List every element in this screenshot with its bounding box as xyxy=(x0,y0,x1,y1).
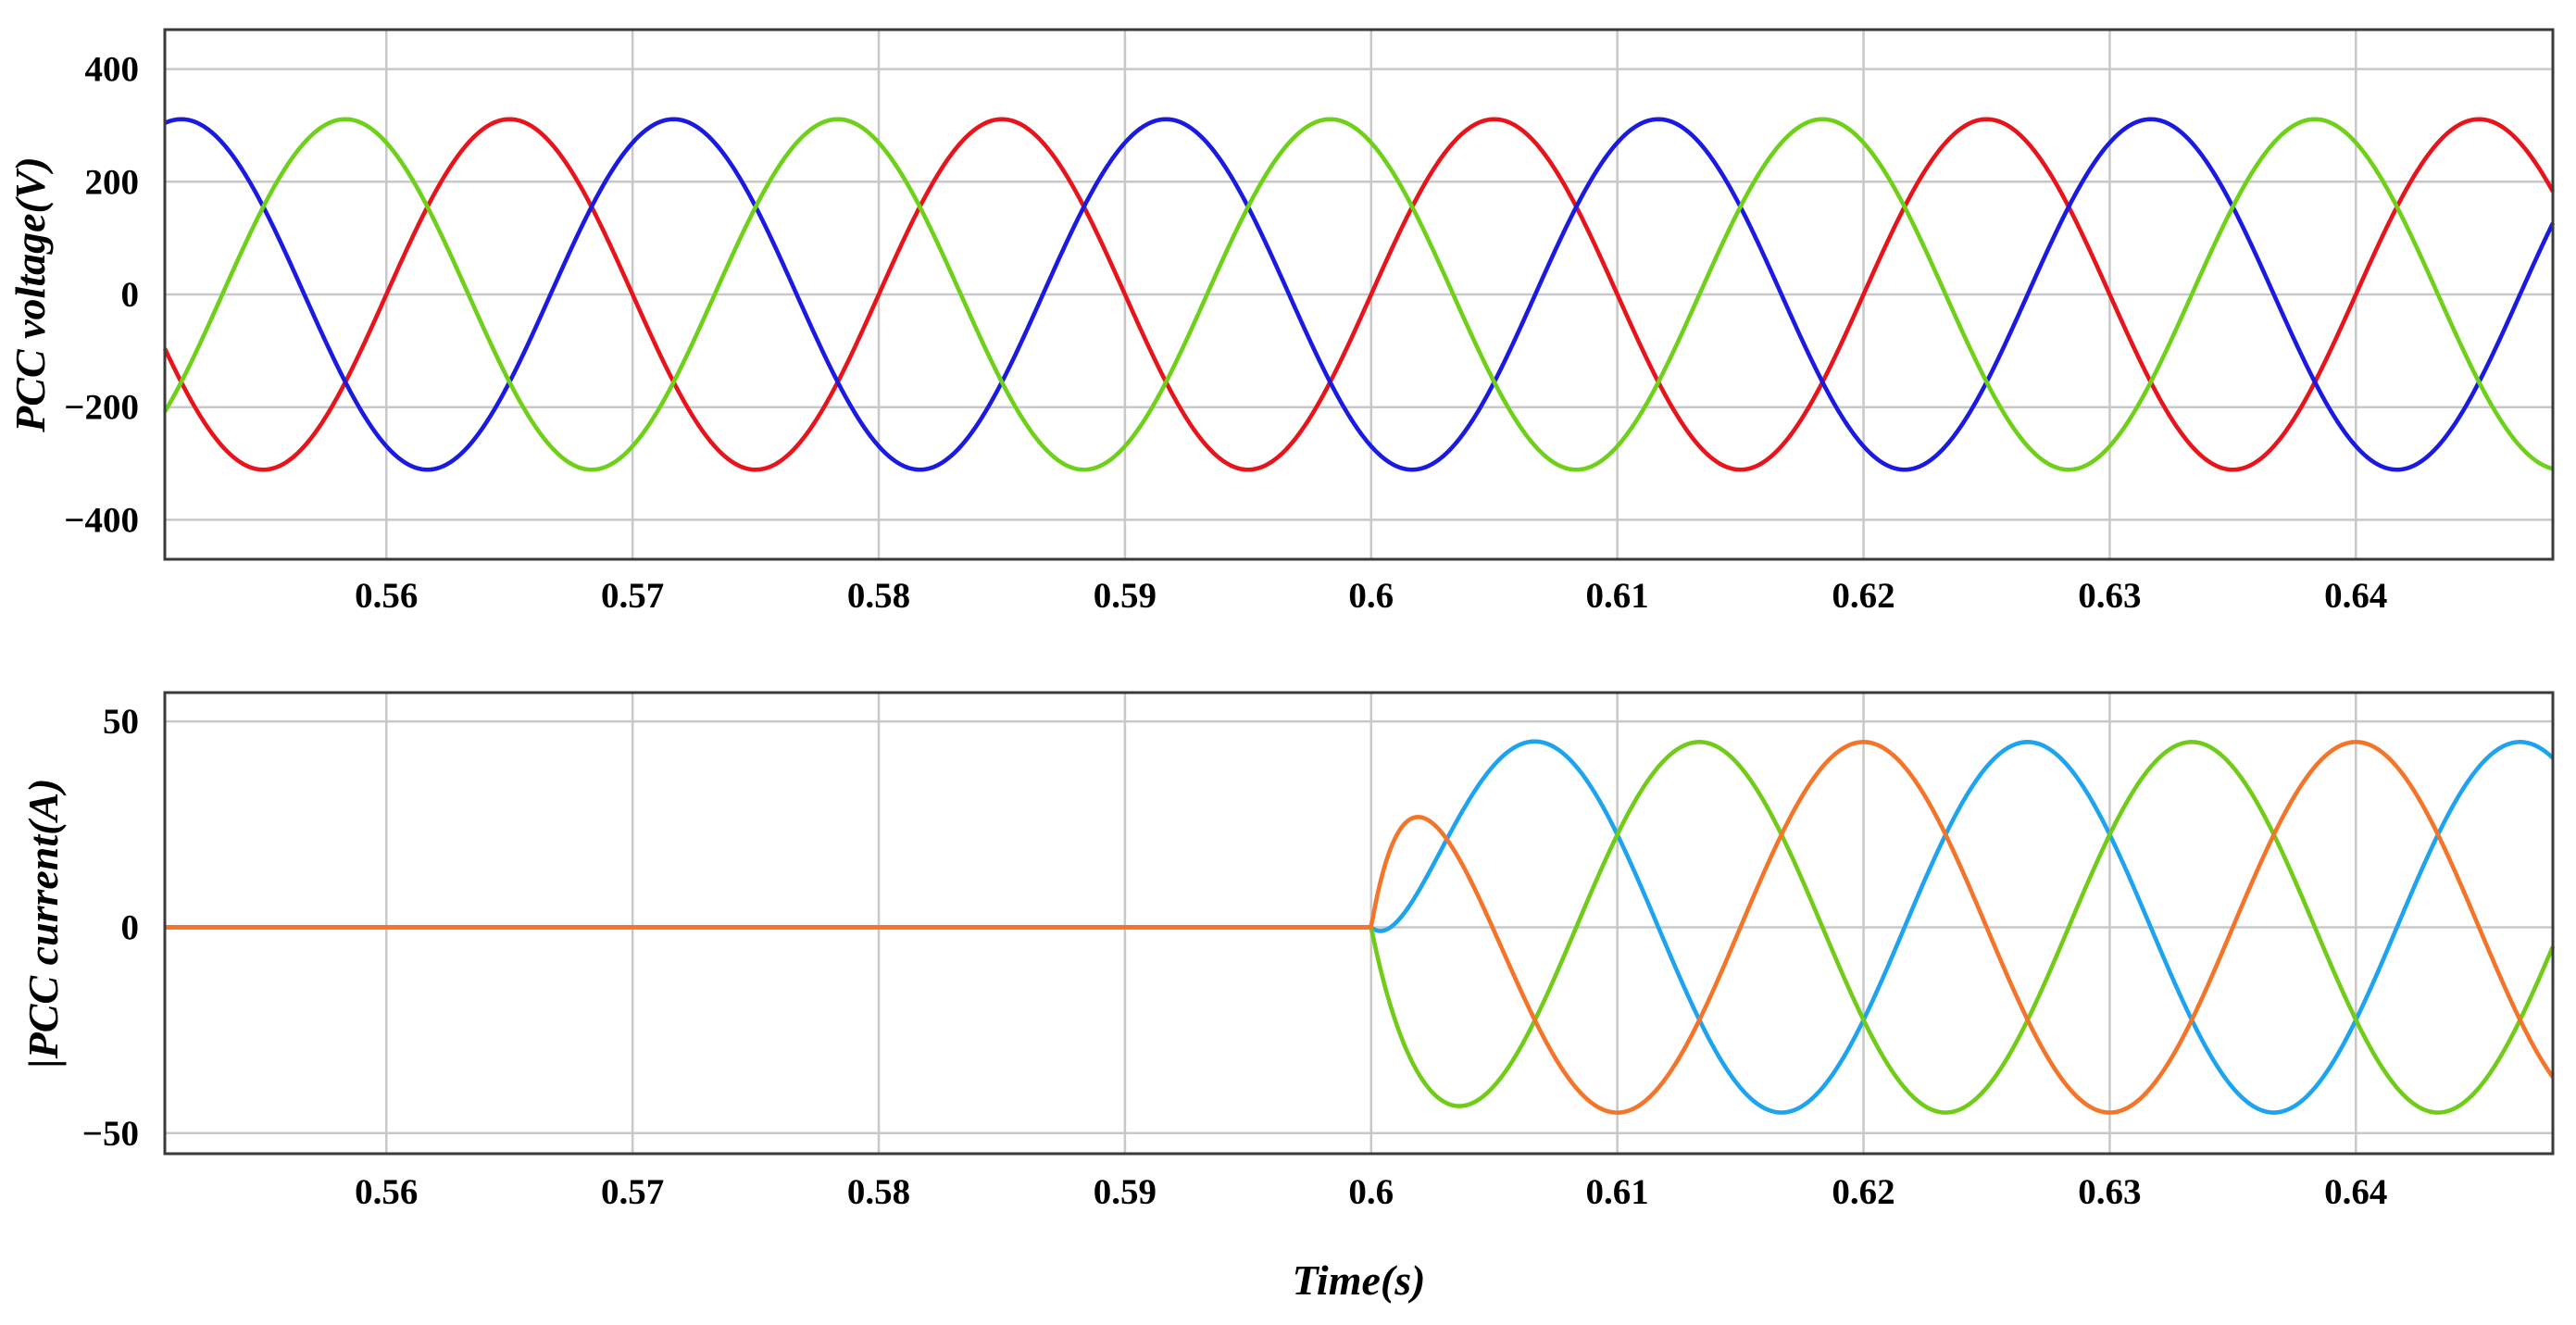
voltage-x-tick-label: 0.64 xyxy=(2324,576,2387,616)
current-x-tick-label: 0.57 xyxy=(601,1172,664,1212)
voltage-grid xyxy=(165,30,2553,559)
current-x-tick-labels: 0.56 0.57 0.58 0.59 0.6 0.61 0.62 0.63 0.64 xyxy=(355,1172,2387,1212)
voltage-x-tick-label: 0.63 xyxy=(2078,576,2141,616)
voltage-series-line-2 xyxy=(164,117,2556,472)
voltage-x-tick-label: 0.57 xyxy=(601,576,664,616)
current-x-tick-label: 0.64 xyxy=(2324,1172,2387,1212)
current-x-tick-label: 0.59 xyxy=(1094,1172,1157,1212)
voltage-chart: 0.56 0.57 0.58 0.59 0.6 0.61 0.62 0.63 0.64 400 2… xyxy=(6,28,2556,616)
voltage-x-tick-label: 0.6 xyxy=(1348,576,1394,616)
current-x-tick-label: 0.61 xyxy=(1586,1172,1649,1212)
current-x-tick-label: 0.58 xyxy=(847,1172,910,1212)
time-x-axis-label: Time(s) xyxy=(1293,1256,1426,1304)
current-chart: 0.56 0.57 0.58 0.59 0.6 0.61 0.62 0.63 0.64 50 0 −… xyxy=(19,691,2556,1304)
voltage-x-tick-labels: 0.56 0.57 0.58 0.59 0.6 0.61 0.62 0.63 0.64 xyxy=(355,576,2387,616)
current-x-tick-label: 0.62 xyxy=(1832,1172,1894,1212)
voltage-y-tick-label: −400 xyxy=(64,500,139,540)
current-y-tick-label: 0 xyxy=(121,907,140,947)
current-x-tick-label: 0.63 xyxy=(2078,1172,2141,1212)
voltage-y-tick-labels: 400 200 0 −200 −400 xyxy=(64,50,139,541)
current-series xyxy=(164,739,2556,1115)
current-series-line-3 xyxy=(164,740,2555,1115)
current-plot-frame xyxy=(163,691,2555,1156)
voltage-series-line-1 xyxy=(162,117,2556,472)
voltage-series xyxy=(162,117,2556,472)
current-grid xyxy=(165,693,2553,1154)
voltage-x-tick-label: 0.58 xyxy=(847,576,910,616)
voltage-x-tick-label: 0.61 xyxy=(1586,576,1649,616)
current-y-axis-label: |PCC current(A) xyxy=(19,779,67,1069)
voltage-plot-frame xyxy=(163,28,2555,561)
voltage-y-axis-label: PCC voltage(V) xyxy=(6,156,54,433)
voltage-y-tick-label: 0 xyxy=(121,275,140,315)
voltage-y-tick-label: −200 xyxy=(64,388,139,428)
voltage-x-tick-label: 0.56 xyxy=(355,576,418,616)
voltage-y-tick-label: 200 xyxy=(85,162,140,202)
voltage-x-tick-label: 0.59 xyxy=(1094,576,1157,616)
current-x-tick-label: 0.6 xyxy=(1348,1172,1394,1212)
current-y-tick-label: 50 xyxy=(103,702,139,742)
voltage-series-line-3 xyxy=(163,117,2554,472)
voltage-x-tick-label: 0.62 xyxy=(1832,576,1894,616)
current-y-tick-labels: 50 0 −50 xyxy=(82,702,139,1154)
current-x-tick-label: 0.56 xyxy=(355,1172,418,1212)
current-y-tick-label: −50 xyxy=(82,1114,139,1154)
voltage-y-tick-label: 400 xyxy=(85,50,140,90)
